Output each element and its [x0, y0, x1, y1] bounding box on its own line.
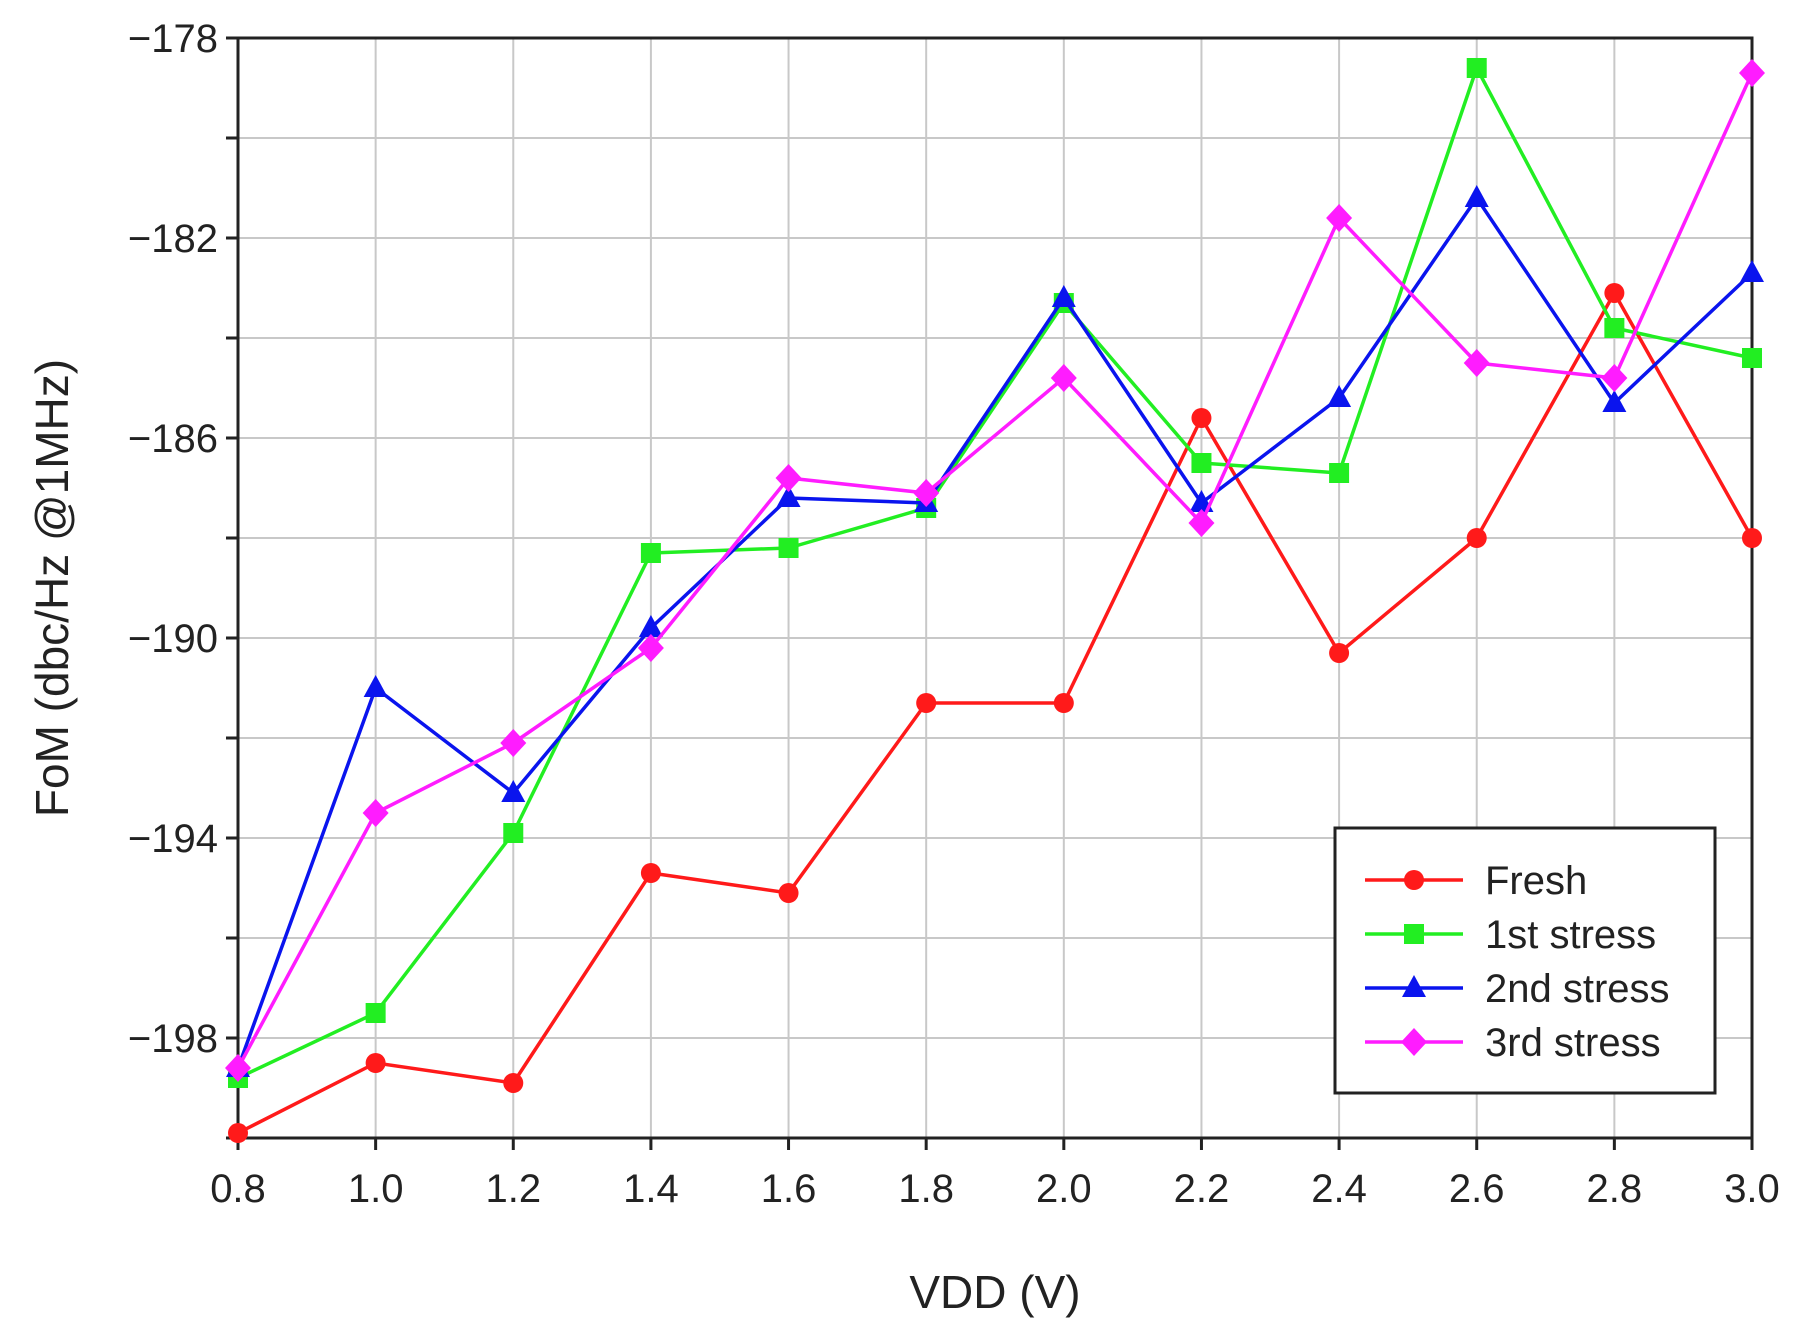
x-tick-label: 2.4 — [1311, 1167, 1367, 1211]
y-tick-label: −182 — [128, 217, 218, 261]
legend-item-2nd-stress: 2nd stress — [1365, 967, 1670, 1011]
legend-label-2nd-stress: 2nd stress — [1485, 967, 1670, 1011]
y-tick-label: −194 — [128, 817, 218, 861]
data-point-1st-stress — [1604, 318, 1625, 338]
data-point-2nd-stress — [1740, 260, 1764, 282]
data-point-1st-stress — [1191, 453, 1212, 473]
data-point-1st-stress — [1742, 348, 1762, 368]
data-point-2nd-stress — [776, 485, 801, 507]
y-tick-label: −198 — [128, 1017, 218, 1061]
data-point-3rd-stress — [1050, 364, 1077, 392]
data-point-fresh — [1466, 528, 1487, 548]
data-point-2nd-stress — [1327, 385, 1352, 407]
data-point-3rd-stress — [1601, 364, 1628, 392]
data-point-1st-stress — [778, 538, 799, 558]
x-tick-label: 2.0 — [1036, 1167, 1092, 1211]
series-line-2nd-stress — [236, 196, 1754, 1069]
data-point-fresh — [1742, 528, 1762, 548]
series-line-1st-stress — [237, 66, 1753, 1080]
data-point-fresh — [640, 863, 661, 883]
data-point-fresh — [365, 1053, 386, 1073]
data-point-fresh — [916, 693, 937, 713]
data-point-fresh — [503, 1073, 524, 1093]
legend: Fresh 1st stress 2nd stress 3rd stress — [1333, 826, 1717, 1095]
data-point-1st-stress — [503, 823, 524, 843]
x-tick-label: 2.2 — [1174, 1167, 1230, 1211]
data-point-2nd-stress — [363, 675, 388, 697]
data-point-3rd-stress — [1739, 59, 1765, 87]
data-point-3rd-stress — [775, 464, 802, 492]
data-point-2nd-stress — [638, 615, 663, 637]
data-point-2nd-stress — [501, 780, 526, 802]
x-axis: 0.8 1.0 1.2 1.4 1.6 1.8 2.0 2.2 2.4 2.6 2.8 3.0 — [210, 1138, 1780, 1211]
x-tick-label: 2.8 — [1587, 1167, 1643, 1211]
data-point-fresh — [1604, 283, 1625, 303]
data-point-3rd-stress — [637, 634, 664, 662]
series-1st-stress — [228, 58, 1762, 1088]
data-point-2nd-stress — [1464, 185, 1489, 207]
x-tick-label: 2.6 — [1449, 1167, 1505, 1211]
legend-label-3rd-stress: 3rd stress — [1485, 1021, 1661, 1065]
data-point-1st-stress — [365, 1003, 386, 1023]
x-tick-label: 1.0 — [348, 1167, 404, 1211]
data-point-fresh — [228, 1123, 248, 1143]
legend-box — [1333, 826, 1717, 1095]
y-axis: −178 −182 −186 −190 −194 −198 — [128, 17, 238, 1140]
data-point-1st-stress — [1329, 463, 1350, 483]
y-tick-label: −178 — [128, 17, 218, 61]
legend-marker-1st-stress — [1404, 924, 1424, 944]
x-tick-label: 3.0 — [1724, 1167, 1780, 1211]
legend-marker-2nd-stress — [1402, 975, 1426, 997]
x-tick-label: 1.2 — [485, 1167, 541, 1211]
data-point-3rd-stress — [1188, 509, 1215, 537]
data-point-3rd-stress — [362, 799, 389, 827]
x-tick-label: 0.8 — [210, 1167, 266, 1211]
data-point-1st-stress — [1466, 58, 1487, 78]
data-point-fresh — [1329, 643, 1350, 663]
data-point-fresh — [1191, 408, 1212, 428]
legend-item-3rd-stress: 3rd stress — [1365, 1021, 1661, 1065]
data-point-1st-stress — [640, 543, 661, 563]
x-axis-title: VDD (V) — [909, 1266, 1080, 1318]
data-point-fresh — [1053, 693, 1074, 713]
x-tick-label: 1.6 — [761, 1167, 817, 1211]
x-tick-label: 1.4 — [623, 1167, 679, 1211]
data-point-2nd-stress — [1051, 285, 1076, 307]
data-point-3rd-stress — [913, 479, 940, 507]
data-point-2nd-stress — [1602, 390, 1627, 412]
series-3rd-stress — [225, 59, 1765, 1082]
data-point-3rd-stress — [500, 729, 527, 757]
series-line-fresh — [237, 291, 1754, 1135]
legend-label-1st-stress: 1st stress — [1485, 913, 1656, 957]
y-tick-label: −186 — [128, 417, 218, 461]
legend-label-fresh: Fresh — [1485, 859, 1587, 903]
y-axis-title: FoM (dbc/Hz @1MHz) — [26, 359, 78, 817]
data-point-3rd-stress — [1463, 349, 1490, 377]
legend-item-fresh: Fresh — [1365, 859, 1587, 903]
legend-marker-fresh — [1404, 870, 1424, 890]
legend-marker-3rd-stress — [1401, 1028, 1427, 1056]
plot-frame — [236, 36, 1754, 1140]
legend-item-1st-stress: 1st stress — [1365, 913, 1656, 957]
series-fresh — [228, 283, 1762, 1143]
data-point-fresh — [778, 883, 799, 903]
data-point-3rd-stress — [225, 1054, 251, 1082]
series-line-3rd-stress — [236, 72, 1754, 1069]
x-tick-label: 1.8 — [898, 1167, 954, 1211]
data-point-3rd-stress — [1326, 204, 1353, 232]
y-tick-label: −190 — [128, 617, 218, 661]
series-layer — [225, 58, 1765, 1143]
